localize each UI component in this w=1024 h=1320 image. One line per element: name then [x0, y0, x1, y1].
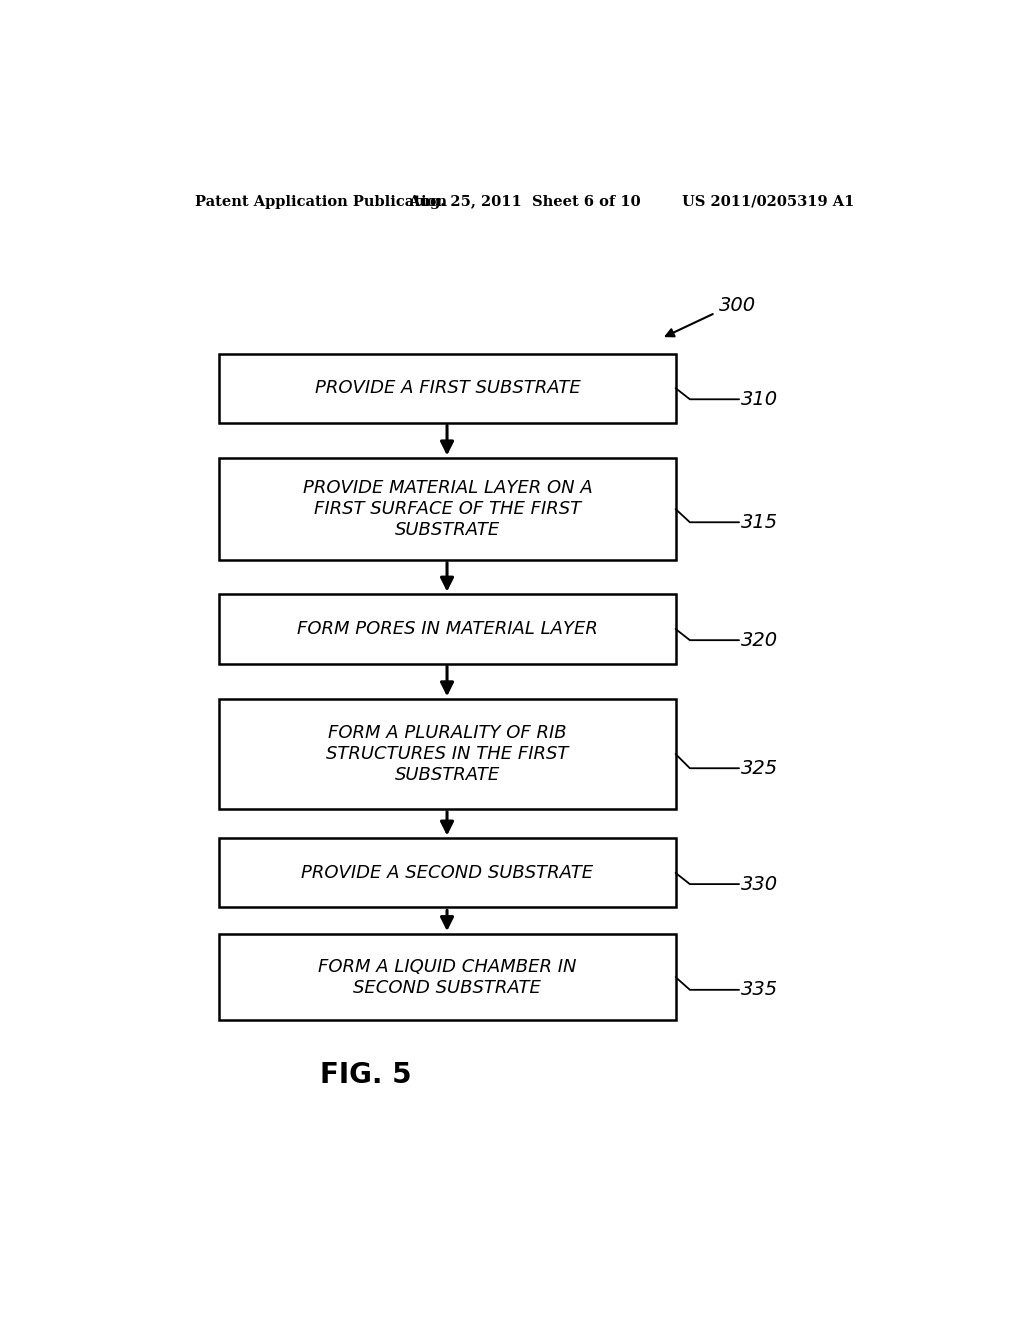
FancyBboxPatch shape: [219, 838, 676, 907]
Text: FORM A LIQUID CHAMBER IN
SECOND SUBSTRATE: FORM A LIQUID CHAMBER IN SECOND SUBSTRAT…: [318, 958, 577, 997]
Text: FORM A PLURALITY OF RIB
STRUCTURES IN THE FIRST
SUBSTRATE: FORM A PLURALITY OF RIB STRUCTURES IN TH…: [327, 725, 568, 784]
Text: 330: 330: [741, 875, 778, 894]
Text: 320: 320: [741, 631, 778, 649]
Text: PROVIDE A FIRST SUBSTRATE: PROVIDE A FIRST SUBSTRATE: [314, 379, 581, 397]
Text: 310: 310: [741, 389, 778, 409]
Text: 300: 300: [719, 296, 757, 315]
Text: FIG. 5: FIG. 5: [321, 1061, 412, 1089]
FancyBboxPatch shape: [219, 354, 676, 422]
Text: PROVIDE MATERIAL LAYER ON A
FIRST SURFACE OF THE FIRST
SUBSTRATE: PROVIDE MATERIAL LAYER ON A FIRST SURFAC…: [302, 479, 592, 539]
Text: 325: 325: [741, 759, 778, 777]
Text: PROVIDE A SECOND SUBSTRATE: PROVIDE A SECOND SUBSTRATE: [301, 863, 594, 882]
Text: Aug. 25, 2011  Sheet 6 of 10: Aug. 25, 2011 Sheet 6 of 10: [409, 195, 641, 209]
Text: Patent Application Publication: Patent Application Publication: [196, 195, 447, 209]
FancyBboxPatch shape: [219, 458, 676, 560]
FancyBboxPatch shape: [219, 594, 676, 664]
FancyBboxPatch shape: [219, 700, 676, 809]
Text: US 2011/0205319 A1: US 2011/0205319 A1: [682, 195, 854, 209]
Text: FORM PORES IN MATERIAL LAYER: FORM PORES IN MATERIAL LAYER: [297, 620, 598, 638]
FancyBboxPatch shape: [219, 935, 676, 1020]
Text: 315: 315: [741, 512, 778, 532]
Text: 335: 335: [741, 981, 778, 999]
